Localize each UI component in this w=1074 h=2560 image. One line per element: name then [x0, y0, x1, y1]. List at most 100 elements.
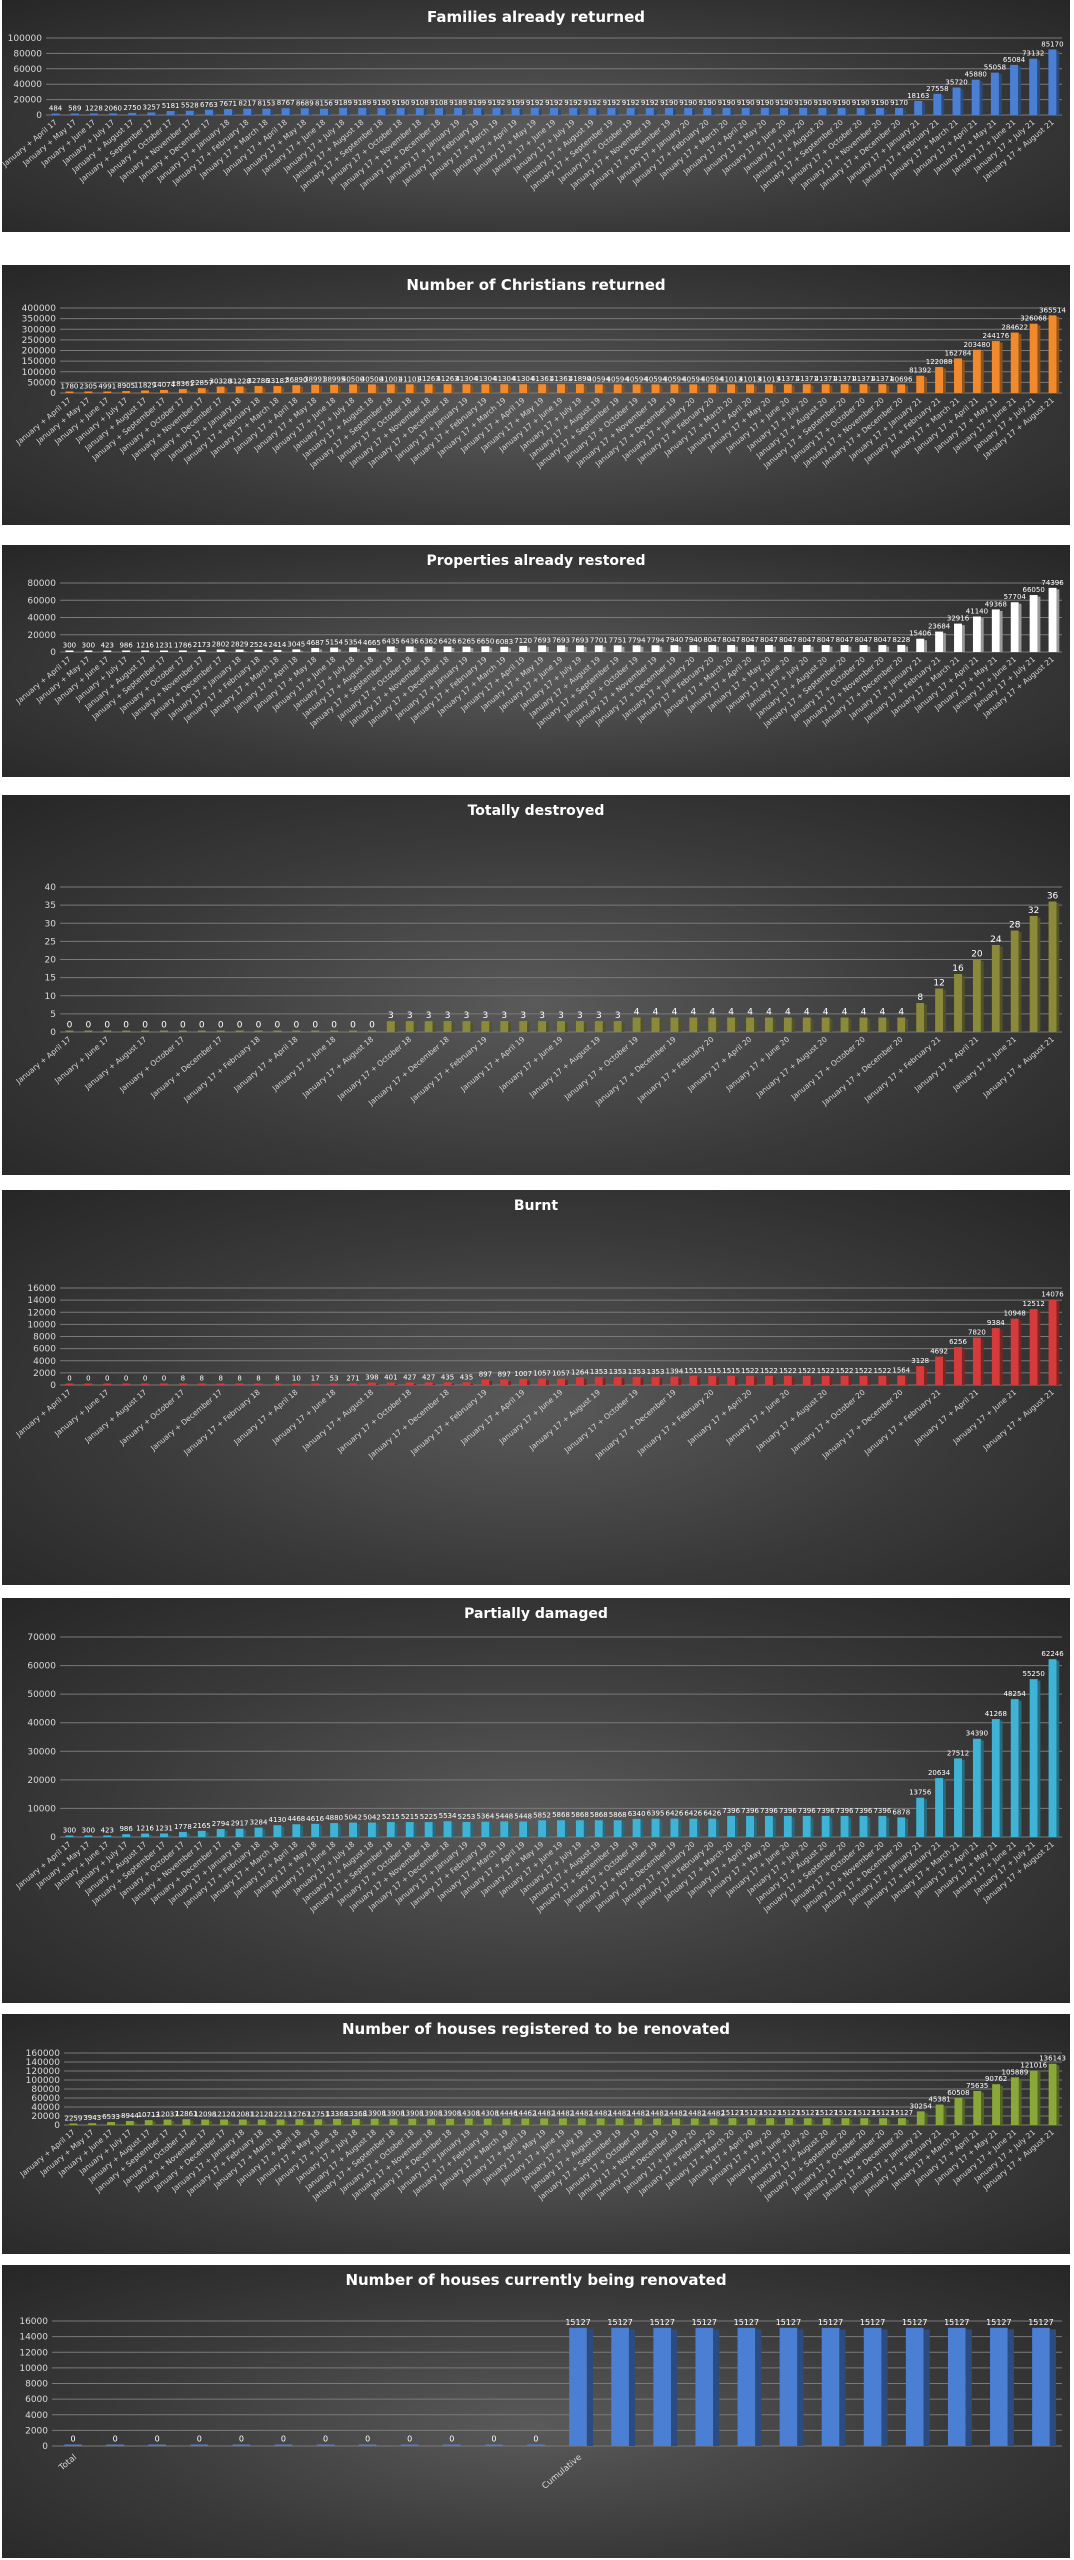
- x-tick-label: January 17 + February 20: [635, 1387, 716, 1457]
- data-label: 162784: [945, 349, 972, 357]
- data-label: 41304: [455, 375, 478, 383]
- bar: [991, 945, 1000, 1032]
- y-tick-label: 50000: [27, 378, 56, 388]
- bar: [727, 1375, 736, 1385]
- bar: [370, 2118, 379, 2125]
- data-label: 6878: [892, 1808, 910, 1816]
- bar-side: [1056, 903, 1060, 1032]
- data-label: 7794: [628, 636, 646, 644]
- bar: [703, 107, 712, 115]
- bar: [588, 107, 597, 115]
- data-label: 74396: [1041, 579, 1064, 587]
- bar-side: [621, 1022, 625, 1032]
- chart-title: Number of Christians returned: [406, 276, 665, 294]
- data-label: 14074: [153, 381, 176, 389]
- data-label: 40500: [342, 375, 364, 383]
- bar-side: [961, 1759, 965, 1837]
- chart-svg: Number of houses registered to be renova…: [18, 2020, 1066, 2203]
- data-label: 1264: [571, 1368, 589, 1376]
- bar: [764, 645, 773, 652]
- bar-side: [472, 2120, 476, 2125]
- bar-side: [829, 385, 833, 393]
- bar-side: [1018, 2078, 1022, 2125]
- bar: [424, 384, 433, 393]
- bar: [856, 107, 865, 115]
- data-label: 1786: [174, 641, 192, 649]
- data-label: 15127: [607, 2318, 632, 2327]
- bar-side: [755, 2329, 762, 2446]
- data-label: 13908: [382, 2110, 404, 2118]
- data-label: 300: [63, 642, 76, 650]
- bar-side: [136, 114, 140, 115]
- data-label: 6265: [458, 638, 476, 646]
- bar: [954, 358, 962, 393]
- bar: [314, 2119, 323, 2125]
- bar: [519, 645, 528, 652]
- data-label: 15127: [565, 2318, 590, 2327]
- bar-side: [810, 646, 814, 652]
- data-label: 41371: [833, 375, 855, 383]
- chart-svg: Number of Christians returned 05000010000…: [14, 276, 1067, 471]
- data-label: 17: [311, 1375, 320, 1383]
- bar: [178, 1831, 187, 1837]
- data-label: 6426: [666, 1810, 684, 1818]
- bar-side: [527, 647, 530, 652]
- data-label: 6426: [703, 1810, 721, 1818]
- data-label: 2173: [193, 641, 211, 649]
- bar: [722, 107, 731, 115]
- bar: [1010, 2077, 1019, 2125]
- x-tick-label: January 17 + June 20: [724, 1035, 792, 1094]
- bar-side: [133, 2122, 137, 2125]
- bar-side: [300, 1825, 304, 1837]
- data-label: 14482: [552, 2109, 574, 2117]
- data-label: 15127: [853, 2109, 875, 2117]
- data-label: 5225: [420, 1813, 438, 1821]
- bar: [613, 1021, 622, 1032]
- bar: [500, 384, 509, 393]
- data-label: 3: [483, 1011, 489, 1021]
- data-label: 0: [365, 2435, 370, 2444]
- bar-side: [167, 391, 171, 393]
- bar-side: [810, 1377, 814, 1385]
- bar-side: [961, 1348, 965, 1385]
- bar: [954, 974, 962, 1032]
- bar-side: [378, 2120, 382, 2125]
- bar: [89, 113, 98, 115]
- bar: [454, 107, 463, 115]
- bar-side: [413, 647, 417, 652]
- data-label: 427: [422, 1373, 435, 1381]
- bar-side: [224, 388, 228, 393]
- bar-side: [905, 1818, 909, 1837]
- bar-side: [621, 1821, 625, 1837]
- bar: [727, 1017, 736, 1032]
- data-label: 0: [449, 2435, 454, 2444]
- data-label: 28: [1009, 921, 1021, 931]
- bar: [197, 1830, 206, 1837]
- data-label: 45381: [928, 2096, 950, 2104]
- y-tick-label: 35: [45, 901, 56, 911]
- y-tick-label: 40000: [31, 2103, 60, 2113]
- data-label: 34390: [966, 1730, 988, 1738]
- bar-side: [961, 359, 965, 393]
- bar-side: [960, 88, 964, 115]
- bar-side: [905, 385, 909, 393]
- bar-side: [848, 1019, 852, 1032]
- bar-side: [886, 1019, 890, 1032]
- bar: [500, 1379, 509, 1385]
- bar: [841, 2118, 850, 2125]
- bar: [122, 1030, 131, 1032]
- bar-side: [527, 1022, 530, 1032]
- data-label: 38995: [323, 376, 345, 384]
- data-label: 75635: [966, 2082, 988, 2090]
- bar: [690, 2118, 699, 2125]
- bar-side: [583, 1022, 587, 1032]
- data-label: 9192: [583, 99, 601, 107]
- bar: [462, 1821, 471, 1837]
- bar-side: [375, 385, 379, 393]
- data-label: 2794: [212, 1820, 230, 1828]
- data-label: 3: [388, 1011, 394, 1021]
- bar-side: [621, 1378, 625, 1385]
- data-label: 7396: [855, 1807, 873, 1815]
- bar: [840, 1375, 849, 1385]
- data-label: 13908: [420, 2110, 442, 2118]
